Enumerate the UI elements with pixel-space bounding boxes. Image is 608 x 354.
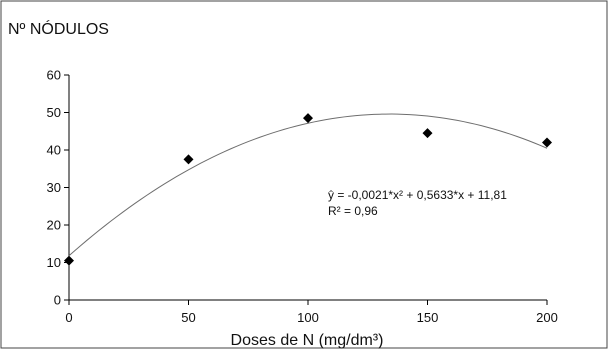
x-tick-label: 50 [181,310,195,325]
x-tick-label: 0 [65,310,72,325]
x-tick-label: 100 [297,310,319,325]
y-axis-ticks: 0 10 20 30 40 50 60 [47,68,69,308]
y-tick-label: 10 [47,255,61,270]
data-point [303,113,313,124]
y-tick-label: 40 [47,143,61,158]
y-tick-label: 50 [47,105,61,120]
trend-curve [68,113,548,257]
regression-equation: ŷ = -0,0021*x² + 0,5633*x + 11,81 [328,188,507,202]
y-tick-label: 30 [47,180,61,195]
data-points [64,113,552,266]
data-point [422,128,433,139]
y-tick-label: 0 [54,293,61,308]
data-point [64,255,74,266]
x-axis-label: Doses de N (mg/dm³) [231,332,384,349]
x-axis-ticks: 0 50 100 150 200 [65,300,558,325]
data-point [183,154,194,165]
x-tick-label: 150 [417,310,439,325]
data-point [542,137,552,148]
chart-title: Nº NÓDULOS [8,19,109,38]
y-tick-label: 60 [47,68,61,83]
y-tick-label: 20 [47,218,61,233]
x-tick-label: 200 [536,310,558,325]
r-squared-label: R² = 0,96 [328,204,378,218]
